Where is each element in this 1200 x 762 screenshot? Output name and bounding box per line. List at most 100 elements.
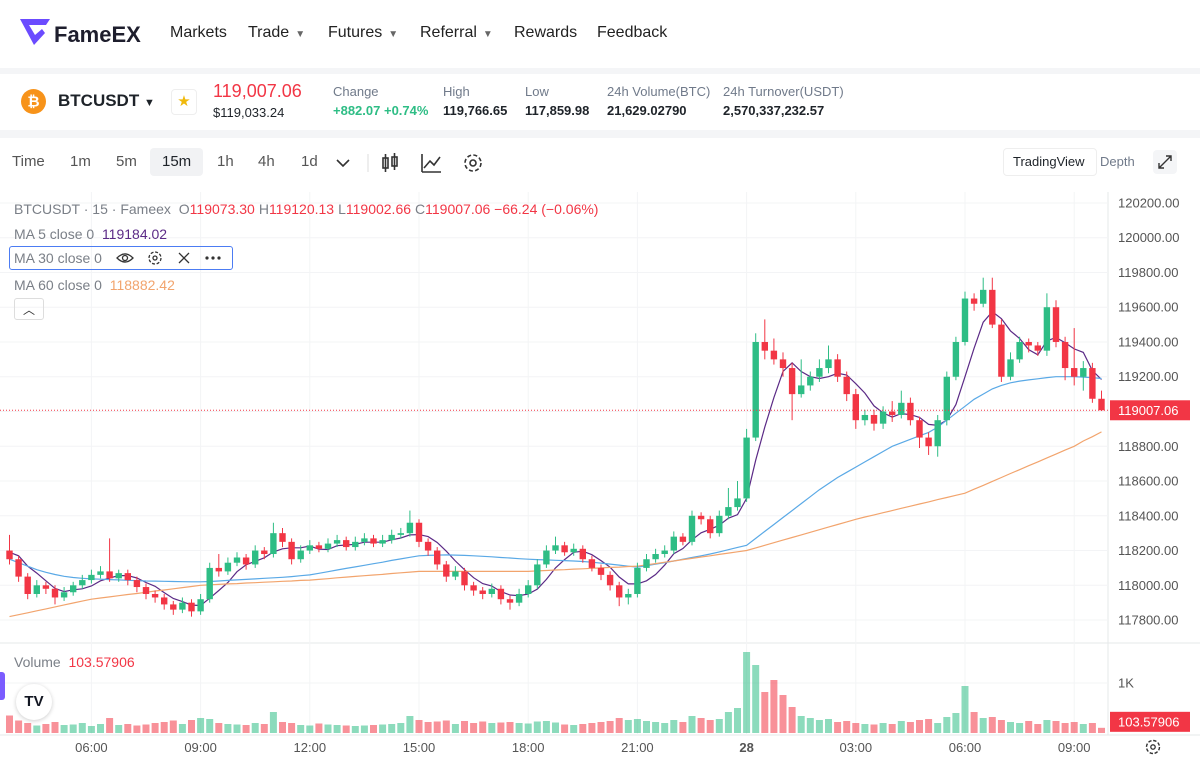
candle-body bbox=[652, 554, 659, 560]
volume-bar bbox=[433, 721, 441, 733]
candle-body bbox=[1089, 368, 1096, 399]
volume-bar bbox=[706, 720, 714, 733]
tv-logo[interactable]: TV bbox=[16, 684, 52, 720]
candle-body bbox=[707, 519, 714, 534]
close-icon[interactable] bbox=[178, 252, 190, 264]
interval-button[interactable]: 1h bbox=[217, 153, 234, 170]
eye-icon[interactable] bbox=[116, 253, 134, 263]
nav-item[interactable]: Trade ▼ bbox=[248, 24, 306, 41]
candle-body bbox=[725, 507, 732, 516]
candle-body bbox=[497, 588, 505, 600]
brand[interactable]: FameEX bbox=[54, 22, 141, 47]
candle-body bbox=[597, 567, 605, 575]
candle-body bbox=[142, 587, 150, 594]
volume-bar bbox=[1034, 724, 1042, 733]
nav-item[interactable]: Feedback bbox=[597, 24, 668, 41]
side-tab[interactable] bbox=[0, 672, 5, 700]
ma-legend[interactable]: MA 30 close 0 bbox=[9, 246, 233, 270]
candle-body bbox=[60, 592, 68, 598]
gear-icon[interactable] bbox=[148, 251, 162, 265]
volume-bar bbox=[988, 717, 996, 733]
x-tick-label: 06:00 bbox=[949, 740, 982, 755]
candle-body bbox=[534, 564, 541, 586]
interval-button[interactable]: 1m bbox=[70, 153, 91, 170]
settings-button[interactable] bbox=[464, 154, 482, 172]
volume-bar bbox=[97, 724, 104, 733]
volume-bar bbox=[916, 720, 923, 733]
nav-item[interactable]: Referral ▼ bbox=[420, 24, 493, 41]
ohlc-value: 119002.66 bbox=[345, 201, 412, 217]
candle-body bbox=[743, 437, 750, 499]
collapse-legend[interactable]: ︿ bbox=[14, 298, 44, 320]
volume-bar bbox=[970, 712, 978, 733]
candle-body bbox=[315, 545, 323, 549]
volume-bar bbox=[479, 721, 487, 733]
candle-body bbox=[352, 541, 359, 548]
view-button[interactable]: Depth bbox=[1100, 154, 1135, 169]
candle-body bbox=[970, 298, 978, 304]
indicators-button[interactable] bbox=[421, 154, 441, 173]
symbol-selector[interactable]: BTCUSDT ▼ bbox=[58, 91, 155, 110]
nav-item[interactable]: Futures ▼ bbox=[328, 24, 399, 41]
candle-body bbox=[51, 588, 59, 598]
nav-label: Referral bbox=[420, 24, 477, 41]
volume-bar bbox=[734, 708, 741, 733]
volume-bar bbox=[652, 722, 660, 733]
volume-bar bbox=[952, 713, 960, 733]
ma-value: 118882.42 bbox=[109, 277, 175, 293]
candle-body bbox=[252, 550, 259, 565]
candle-body bbox=[233, 557, 241, 563]
nav-item[interactable]: Rewards bbox=[514, 24, 578, 41]
volume-bar bbox=[87, 726, 95, 733]
candle-body bbox=[961, 298, 969, 342]
nav-label: Futures bbox=[328, 24, 383, 41]
candle-body bbox=[1061, 341, 1069, 369]
candle-body bbox=[825, 359, 832, 369]
interval-button[interactable]: 5m bbox=[116, 153, 137, 170]
volume-bar bbox=[115, 725, 123, 733]
nav-item[interactable]: Markets bbox=[170, 24, 227, 41]
candle-body bbox=[470, 585, 477, 591]
candle-body bbox=[479, 590, 486, 594]
ma-legend: MA 60 close 0 118882.42 bbox=[14, 277, 175, 293]
candle-body bbox=[361, 538, 368, 542]
interval-button[interactable]: 1d bbox=[301, 153, 318, 170]
volume-bar bbox=[333, 725, 341, 733]
volume-bar bbox=[497, 722, 505, 733]
candle-body bbox=[998, 324, 1005, 377]
change-value: +882.07 bbox=[333, 103, 381, 118]
volume-bar bbox=[661, 723, 669, 733]
volume-bar bbox=[724, 712, 732, 733]
more-intervals[interactable] bbox=[336, 159, 350, 168]
volume-bar bbox=[788, 707, 796, 733]
ohlc-value: 119120.13 bbox=[268, 201, 335, 217]
more-icon[interactable] bbox=[205, 256, 221, 260]
ohlc-key: H bbox=[258, 201, 269, 217]
candle-body bbox=[688, 515, 696, 542]
candle-body bbox=[579, 548, 586, 560]
interval-button[interactable]: Time bbox=[12, 153, 45, 170]
volume-bar bbox=[715, 719, 723, 733]
view-button[interactable]: TradingView bbox=[1013, 154, 1085, 169]
candle-body bbox=[861, 414, 869, 421]
y-tick-label: 119200.00 bbox=[1118, 369, 1179, 384]
volume-bar bbox=[1088, 723, 1096, 733]
divider bbox=[0, 130, 1200, 138]
candle-type-button[interactable] bbox=[382, 153, 398, 172]
axis-settings[interactable] bbox=[1145, 739, 1161, 755]
volume-bar bbox=[815, 720, 823, 733]
candle-body bbox=[42, 585, 50, 589]
favorite-button[interactable]: ★ bbox=[171, 89, 197, 115]
candle-body bbox=[379, 540, 386, 544]
ohlc-key: L bbox=[338, 201, 346, 217]
interval-button[interactable]: 4h bbox=[258, 153, 275, 170]
fullscreen-button[interactable] bbox=[1153, 150, 1177, 174]
volume-bar bbox=[561, 724, 569, 733]
interval-button[interactable]: 15m bbox=[150, 148, 204, 176]
view-toggle bbox=[1003, 148, 1097, 176]
candle-body bbox=[752, 341, 759, 438]
volume-bar bbox=[770, 680, 778, 733]
volume-bar bbox=[797, 716, 805, 733]
logo-icon[interactable] bbox=[20, 19, 50, 47]
candle-body bbox=[1034, 345, 1041, 351]
